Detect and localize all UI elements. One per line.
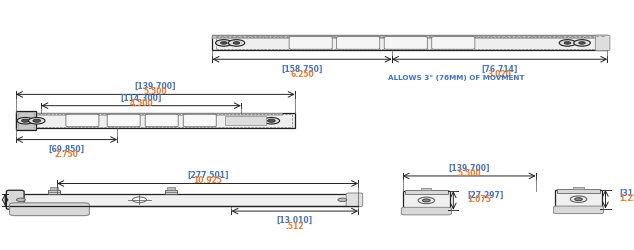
- FancyBboxPatch shape: [289, 38, 332, 50]
- Bar: [167, 188, 175, 190]
- FancyBboxPatch shape: [401, 208, 451, 215]
- Bar: [212, 36, 607, 51]
- FancyBboxPatch shape: [384, 38, 427, 50]
- Circle shape: [574, 40, 590, 47]
- Text: 6.250: 6.250: [290, 70, 314, 79]
- Circle shape: [216, 40, 232, 47]
- Text: [76.714]: [76.714]: [481, 64, 518, 74]
- Circle shape: [422, 199, 430, 202]
- Circle shape: [564, 42, 571, 45]
- FancyBboxPatch shape: [107, 115, 140, 127]
- Bar: [216, 38, 603, 50]
- Circle shape: [574, 198, 582, 201]
- Text: 3.020: 3.020: [488, 70, 512, 79]
- Bar: [405, 190, 448, 194]
- Bar: [403, 191, 450, 210]
- Circle shape: [17, 118, 34, 124]
- Circle shape: [228, 40, 245, 47]
- Circle shape: [338, 198, 347, 202]
- Bar: [421, 188, 431, 190]
- Text: 5.500: 5.500: [143, 87, 167, 96]
- Bar: [557, 189, 600, 193]
- Bar: [165, 190, 177, 194]
- FancyBboxPatch shape: [66, 115, 99, 127]
- FancyBboxPatch shape: [432, 38, 475, 50]
- Text: 1.237: 1.237: [619, 194, 634, 202]
- Bar: [573, 187, 583, 189]
- Text: [158.750]: [158.750]: [281, 64, 323, 74]
- Bar: [555, 190, 602, 209]
- Text: 2.750: 2.750: [55, 150, 79, 159]
- Circle shape: [221, 42, 227, 45]
- Bar: [225, 116, 266, 126]
- FancyBboxPatch shape: [346, 193, 363, 207]
- Text: [277.501]: [277.501]: [187, 170, 228, 179]
- Circle shape: [570, 196, 586, 202]
- Circle shape: [579, 42, 585, 45]
- Circle shape: [263, 118, 280, 124]
- Text: [139.700]: [139.700]: [134, 82, 176, 90]
- Text: 4.500: 4.500: [129, 98, 153, 108]
- Circle shape: [418, 198, 435, 204]
- Text: 5.500: 5.500: [457, 168, 481, 177]
- Text: 10.925: 10.925: [193, 176, 222, 185]
- Text: ALLOWS 3" (76MM) OF MOVMENT: ALLOWS 3" (76MM) OF MOVMENT: [388, 75, 525, 81]
- Bar: [50, 188, 58, 190]
- Circle shape: [233, 42, 240, 45]
- FancyBboxPatch shape: [553, 206, 604, 214]
- Text: [31.409]: [31.409]: [619, 188, 634, 198]
- Bar: [19, 115, 292, 127]
- Circle shape: [268, 120, 275, 123]
- FancyBboxPatch shape: [145, 115, 178, 127]
- FancyBboxPatch shape: [337, 38, 380, 50]
- Bar: [29, 113, 282, 116]
- Text: [13.010]: [13.010]: [277, 215, 313, 224]
- Circle shape: [559, 40, 576, 47]
- Circle shape: [133, 197, 146, 203]
- FancyBboxPatch shape: [183, 115, 216, 127]
- Text: [69.850]: [69.850]: [49, 144, 84, 153]
- Bar: [16, 112, 36, 131]
- FancyBboxPatch shape: [10, 203, 89, 216]
- Bar: [18, 113, 34, 130]
- Bar: [10, 194, 358, 206]
- Text: 1.075: 1.075: [467, 195, 491, 203]
- Circle shape: [29, 118, 45, 124]
- Bar: [212, 36, 607, 39]
- Bar: [48, 190, 60, 194]
- Text: .512: .512: [285, 221, 304, 230]
- Circle shape: [22, 120, 29, 123]
- Bar: [16, 114, 295, 129]
- FancyBboxPatch shape: [595, 36, 610, 52]
- Circle shape: [33, 120, 41, 123]
- Circle shape: [16, 198, 25, 202]
- Text: [27.297]: [27.297]: [467, 190, 503, 198]
- Text: [114.300]: [114.300]: [120, 93, 162, 102]
- Text: [139.700]: [139.700]: [448, 163, 490, 172]
- FancyBboxPatch shape: [6, 190, 24, 210]
